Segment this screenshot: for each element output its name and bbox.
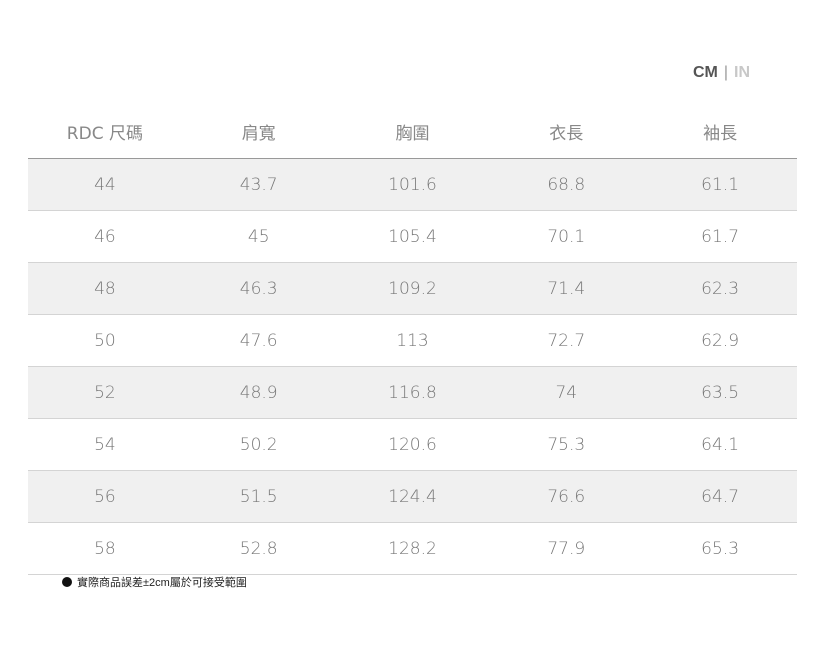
table-row: 48 46.3 109.2 71.4 62.3 <box>28 262 797 315</box>
table-cell: 64.1 <box>643 418 797 471</box>
unit-toggle: CM | IN <box>693 64 750 82</box>
table-cell: 105.4 <box>335 210 490 263</box>
table-cell: 47.6 <box>181 314 336 367</box>
table-cell: 101.6 <box>335 158 490 211</box>
table-cell: 50 <box>28 314 182 367</box>
table-cell: 120.6 <box>335 418 490 471</box>
table-cell: 61.1 <box>643 158 797 211</box>
column-header: 肩寬 <box>181 105 336 159</box>
table-cell: 44 <box>28 158 182 211</box>
table-cell: 72.7 <box>489 314 644 367</box>
table-cell: 52.8 <box>181 522 336 575</box>
table-row: 44 43.7 101.6 68.8 61.1 <box>28 158 797 211</box>
column-header: 衣長 <box>489 105 644 159</box>
table-row: 54 50.2 120.6 75.3 64.1 <box>28 418 797 471</box>
table-row: 50 47.6 113 72.7 62.9 <box>28 314 797 367</box>
table-row: 58 52.8 128.2 77.9 65.3 <box>28 522 797 575</box>
table-cell: 62.9 <box>643 314 797 367</box>
table-cell: 52 <box>28 366 182 419</box>
table-cell: 48 <box>28 262 182 315</box>
table-cell: 50.2 <box>181 418 336 471</box>
table-row: 52 48.9 116.8 74 63.5 <box>28 366 797 419</box>
table-cell: 76.6 <box>489 470 644 523</box>
table-cell: 63.5 <box>643 366 797 419</box>
table-cell: 46 <box>28 210 182 263</box>
note: 實際商品誤差±2cm屬於可接受範圍 <box>62 574 247 590</box>
table-cell: 54 <box>28 418 182 471</box>
table-cell: 75.3 <box>489 418 644 471</box>
table-cell: 65.3 <box>643 522 797 575</box>
table-cell: 62.3 <box>643 262 797 315</box>
table-cell: 61.7 <box>643 210 797 263</box>
table-cell: 58 <box>28 522 182 575</box>
table-cell: 124.4 <box>335 470 490 523</box>
table-cell: 68.8 <box>489 158 644 211</box>
table-row: 46 45 105.4 70.1 61.7 <box>28 210 797 263</box>
table-header: RDC 尺碼 肩寬 胸圍 衣長 袖長 <box>28 105 797 159</box>
table-cell: 56 <box>28 470 182 523</box>
column-header: 袖長 <box>643 105 797 159</box>
unit-cm-button[interactable]: CM <box>693 64 718 81</box>
table-cell: 70.1 <box>489 210 644 263</box>
note-text: 實際商品誤差±2cm屬於可接受範圍 <box>77 577 247 589</box>
table-cell: 48.9 <box>181 366 336 419</box>
table-row: 56 51.5 124.4 76.6 64.7 <box>28 470 797 523</box>
column-header: 胸圍 <box>335 105 490 159</box>
column-header: RDC 尺碼 <box>28 105 182 159</box>
table-cell: 116.8 <box>335 366 490 419</box>
table-cell: 128.2 <box>335 522 490 575</box>
table-cell: 64.7 <box>643 470 797 523</box>
table-cell: 71.4 <box>489 262 644 315</box>
unit-in-button[interactable]: IN <box>734 64 751 81</box>
table-cell: 46.3 <box>181 262 336 315</box>
unit-separator: | <box>723 64 729 81</box>
table-cell: 74 <box>489 366 644 419</box>
table-cell: 45 <box>181 210 336 263</box>
bullet-icon <box>62 577 72 587</box>
size-table: RDC 尺碼 肩寬 胸圍 衣長 袖長 44 43.7 101.6 68.8 61.1 46 45 10… <box>28 105 797 575</box>
table-cell: 43.7 <box>181 158 336 211</box>
table-cell: 51.5 <box>181 470 336 523</box>
table-cell: 109.2 <box>335 262 490 315</box>
table-cell: 113 <box>335 314 490 367</box>
table-cell: 77.9 <box>489 522 644 575</box>
